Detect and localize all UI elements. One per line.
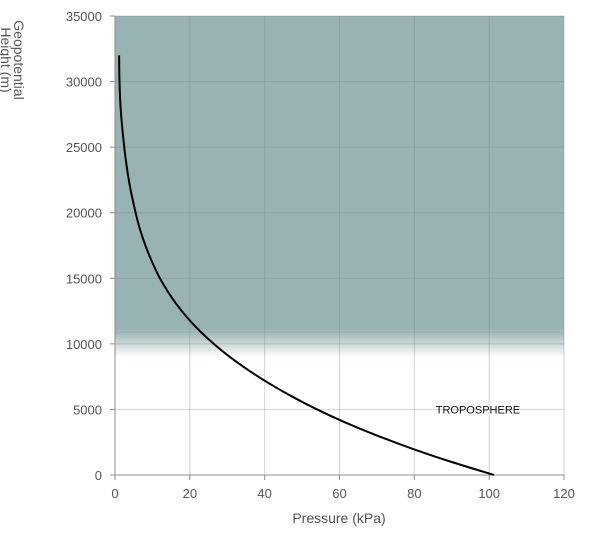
- x-tick-label: 20: [183, 486, 197, 501]
- x-axis-title: Pressure (kPa): [292, 510, 385, 526]
- y-axis-title-line-2: Height (m): [0, 27, 14, 92]
- y-tick-label: 10000: [66, 337, 102, 352]
- axes: 0 20 40 60 80 100 120 0 5000 10000 15000 20000 25000…: [66, 9, 575, 501]
- y-axis-title-line-1: Geopotential: [11, 20, 27, 99]
- y-tick-label: 15000: [66, 271, 102, 286]
- shading-solid: [115, 16, 564, 331]
- y-tick-label: 0: [95, 468, 102, 483]
- x-tick-label: 80: [407, 486, 421, 501]
- series: [118, 55, 495, 476]
- shading-fade: [115, 330, 564, 357]
- x-tick-label: 100: [478, 486, 500, 501]
- y-tick-label: 25000: [66, 140, 102, 155]
- x-tick-label: 60: [332, 486, 346, 501]
- stratosphere-shading: [115, 16, 564, 357]
- y-tick-label: 20000: [66, 206, 102, 221]
- x-tick-label: 120: [553, 486, 575, 501]
- x-tick-label: 0: [111, 486, 118, 501]
- pressure-height-curve: [118, 55, 495, 476]
- grid: [115, 15, 565, 475]
- annotations: TROPOSPHERE: [436, 404, 520, 416]
- annotation-troposphere: TROPOSPHERE: [436, 404, 520, 416]
- y-tick-label: 5000: [73, 402, 102, 417]
- y-tick-label: 35000: [66, 9, 102, 24]
- x-tick-label: 40: [257, 486, 271, 501]
- y-tick-label: 30000: [66, 75, 102, 90]
